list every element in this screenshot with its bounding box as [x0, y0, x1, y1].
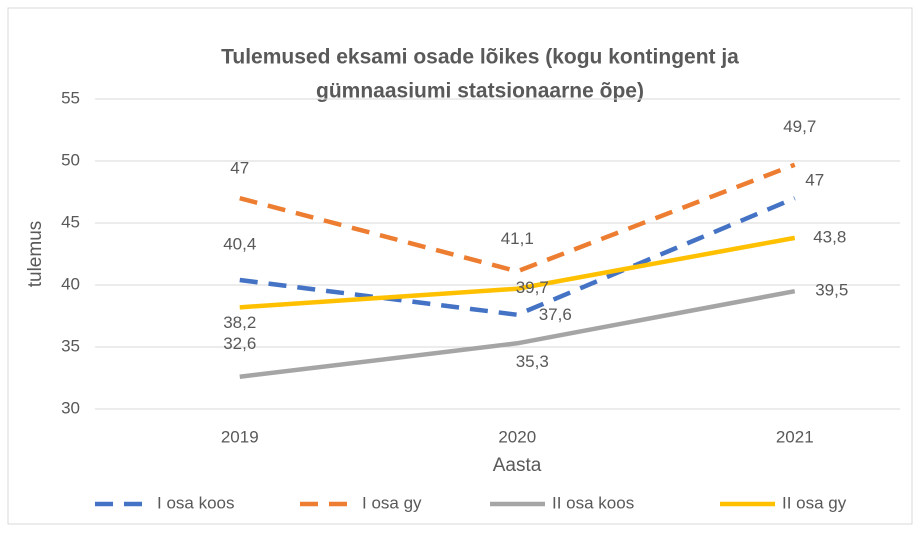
x-tick-label: 2020 [498, 427, 536, 446]
y-axis-title: tulemus [25, 221, 46, 288]
series-line [239, 162, 796, 274]
y-tick-label: 50 [61, 150, 80, 169]
data-label: 43,8 [813, 227, 846, 246]
y-tick-label: 45 [61, 212, 80, 231]
data-label: 49,7 [783, 117, 816, 136]
chart-title: gümnaasiumi statsionaarne õpe) [316, 80, 644, 103]
data-label: 47 [805, 171, 824, 190]
series-line [239, 196, 796, 318]
legend-label: II osa gy [782, 493, 847, 512]
legend-label: I osa gy [362, 493, 422, 512]
data-label: 35,3 [516, 352, 549, 371]
y-tick-label: 40 [61, 274, 80, 293]
y-tick-label: 30 [61, 398, 80, 417]
series-line [239, 288, 796, 379]
data-label: 41,1 [501, 229, 534, 248]
x-tick-label: 2021 [776, 427, 814, 446]
data-label: 38,2 [223, 313, 256, 332]
x-tick-label: 2019 [221, 427, 259, 446]
legend-label: II osa koos [552, 493, 634, 512]
y-tick-label: 55 [61, 88, 80, 107]
chart-border [7, 7, 913, 525]
series-line [239, 235, 796, 310]
data-label: 40,4 [223, 235, 256, 254]
data-label: 37,6 [539, 305, 572, 324]
y-tick-label: 35 [61, 336, 80, 355]
data-label: 32,6 [223, 334, 256, 353]
data-label: 39,7 [516, 278, 549, 297]
x-axis-title: Aasta [493, 455, 542, 476]
chart-title: Tulemused eksami osade lõikes (kogu kont… [221, 46, 739, 69]
data-label: 47 [230, 159, 249, 178]
legend-label: I osa koos [157, 493, 235, 512]
data-label: 39,5 [815, 281, 848, 300]
